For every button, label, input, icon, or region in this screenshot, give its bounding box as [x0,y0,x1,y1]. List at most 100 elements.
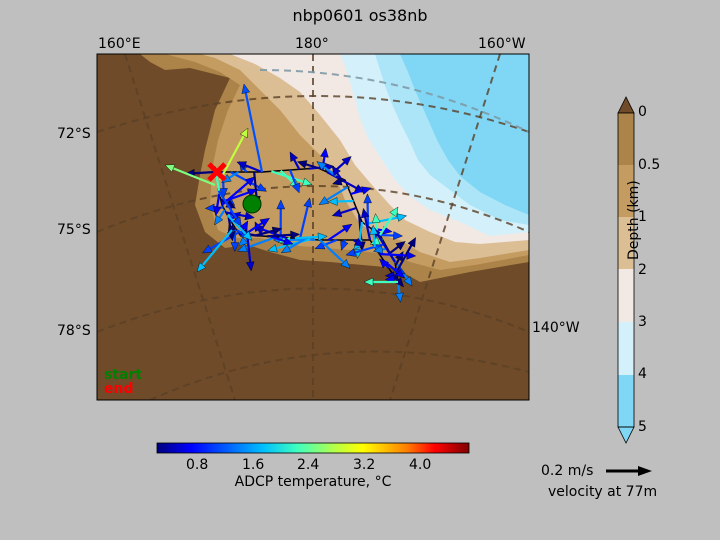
velocity-arrow-head [332,177,343,186]
velocity-arrow-head [407,237,416,248]
lat-label-75s: 75°S [57,222,91,238]
velocity-arrow-head [237,243,248,252]
velocity-arrow-head [290,230,301,240]
velocity-arrow-head [394,268,406,279]
velocity-arrow-head [282,236,294,246]
temperature-colorbar [156,442,470,454]
velocity-arrow-head [289,151,299,162]
velocity-arrow-head [196,262,207,273]
velocity-arrow-head [245,261,255,272]
velocity-arrow-shaft [220,190,253,204]
depth-tick-1: 0.5 [638,157,661,173]
temp-tick-0: 0.8 [186,457,209,473]
velocity-arrow-head [244,211,255,221]
velocity-arrow-head [280,244,292,254]
velocity-arrow-head [291,182,300,194]
velocity-arrow-head [331,208,343,218]
velocity-arrow-head [236,161,248,170]
velocity-arrow-shaft [246,235,252,267]
legend-end: end [104,381,134,397]
scale-depth-label: velocity at 77m [548,484,658,500]
map-area [97,54,529,400]
depth-tick-4: 3 [638,314,647,330]
velocity-arrow-shaft [322,186,349,204]
depth-tick-3: 2 [638,262,647,278]
velocity-arrow-shaft [226,214,250,238]
velocity-arrow-head [256,183,267,192]
velocity-arrow-head [327,197,338,206]
scale-arrow [606,466,652,476]
velocity-arrow-head [242,230,253,241]
temp-tick-2: 2.4 [297,457,320,473]
velocity-arrow-head [394,277,404,288]
velocity-arrow-head [361,207,370,219]
velocity-arrow-shaft [350,242,386,255]
velocity-arrow-head [212,205,222,217]
velocity-arrow-head [244,176,256,187]
velocity-arrow-head [345,248,357,257]
velocity-arrow-head [340,240,349,251]
velocity-arrow-shaft [363,212,372,241]
temp-tick-1: 1.6 [242,457,265,473]
velocity-arrow-shaft [217,190,240,223]
depth-extend-top [617,96,635,114]
velocity-vectors [164,83,417,303]
velocity-arrow-head [341,156,352,166]
lat-label-78s: 78°S [57,323,91,339]
scale-speed-label: 0.2 m/s [541,463,594,479]
velocity-arrow-shaft [294,235,323,240]
velocity-arrow-shaft [298,202,310,239]
velocity-arrow-shaft [199,229,233,269]
velocity-arrow-shaft [364,215,402,226]
velocity-arrow-head [202,244,213,254]
velocity-arrow-head [369,224,379,235]
velocity-arrow-head [396,213,408,222]
velocity-arrow-head [267,244,278,253]
depth-tick-2: 1 [638,209,647,225]
velocity-arrow-head [320,147,329,158]
velocity-arrow-head [379,258,389,269]
velocity-arrow-head [238,236,249,247]
velocity-arrow-head [247,188,258,197]
velocity-arrow-head [219,188,228,198]
velocity-arrow-shaft [395,241,415,273]
velocity-arrow-head [318,196,330,205]
depth-tick-6: 5 [638,419,647,435]
graticule [97,54,529,400]
start-marker [242,194,262,214]
lon-label-160e: 160°E [98,36,141,52]
velocity-arrow-head [341,223,353,233]
velocity-arrow-head [363,277,374,287]
velocity-arrow-head [406,251,417,260]
velocity-arrow-shaft [379,210,397,236]
temp-colorbar-label: ADCP temperature, °C [234,474,392,490]
velocity-arrow-head [403,276,413,287]
velocity-arrow-head [361,186,372,195]
lon-label-140w: 140°W [532,320,580,336]
velocity-arrow-head [372,245,384,254]
depth-colorbar [617,96,635,444]
velocity-arrow-head [393,231,404,240]
depth-colorbar-label: Depth (km) [626,180,642,260]
legend-start: start [104,367,143,383]
velocity-arrow-head [340,258,351,269]
velocity-arrow-shaft [266,233,295,238]
velocity-arrow-head [317,232,328,242]
chart-title: nbp0601 os38nb [292,6,428,25]
velocity-arrow-shaft [219,131,247,181]
velocity-arrow-head [302,177,313,186]
velocity-arrow-head [395,241,406,251]
depth-tick-5: 4 [638,366,647,382]
end-marker [207,162,227,182]
velocity-arrow-head [331,165,341,176]
velocity-arrow-head [214,214,224,226]
velocity-arrow-head [389,206,399,218]
velocity-arrow-shaft [379,252,411,257]
velocity-arrow-head [239,220,249,231]
velocity-arrow-shaft [319,239,348,266]
velocity-arrow-head [395,292,404,303]
map-frame [96,53,530,401]
velocity-arrow-shaft [243,88,264,173]
velocity-arrow-head [303,197,312,208]
